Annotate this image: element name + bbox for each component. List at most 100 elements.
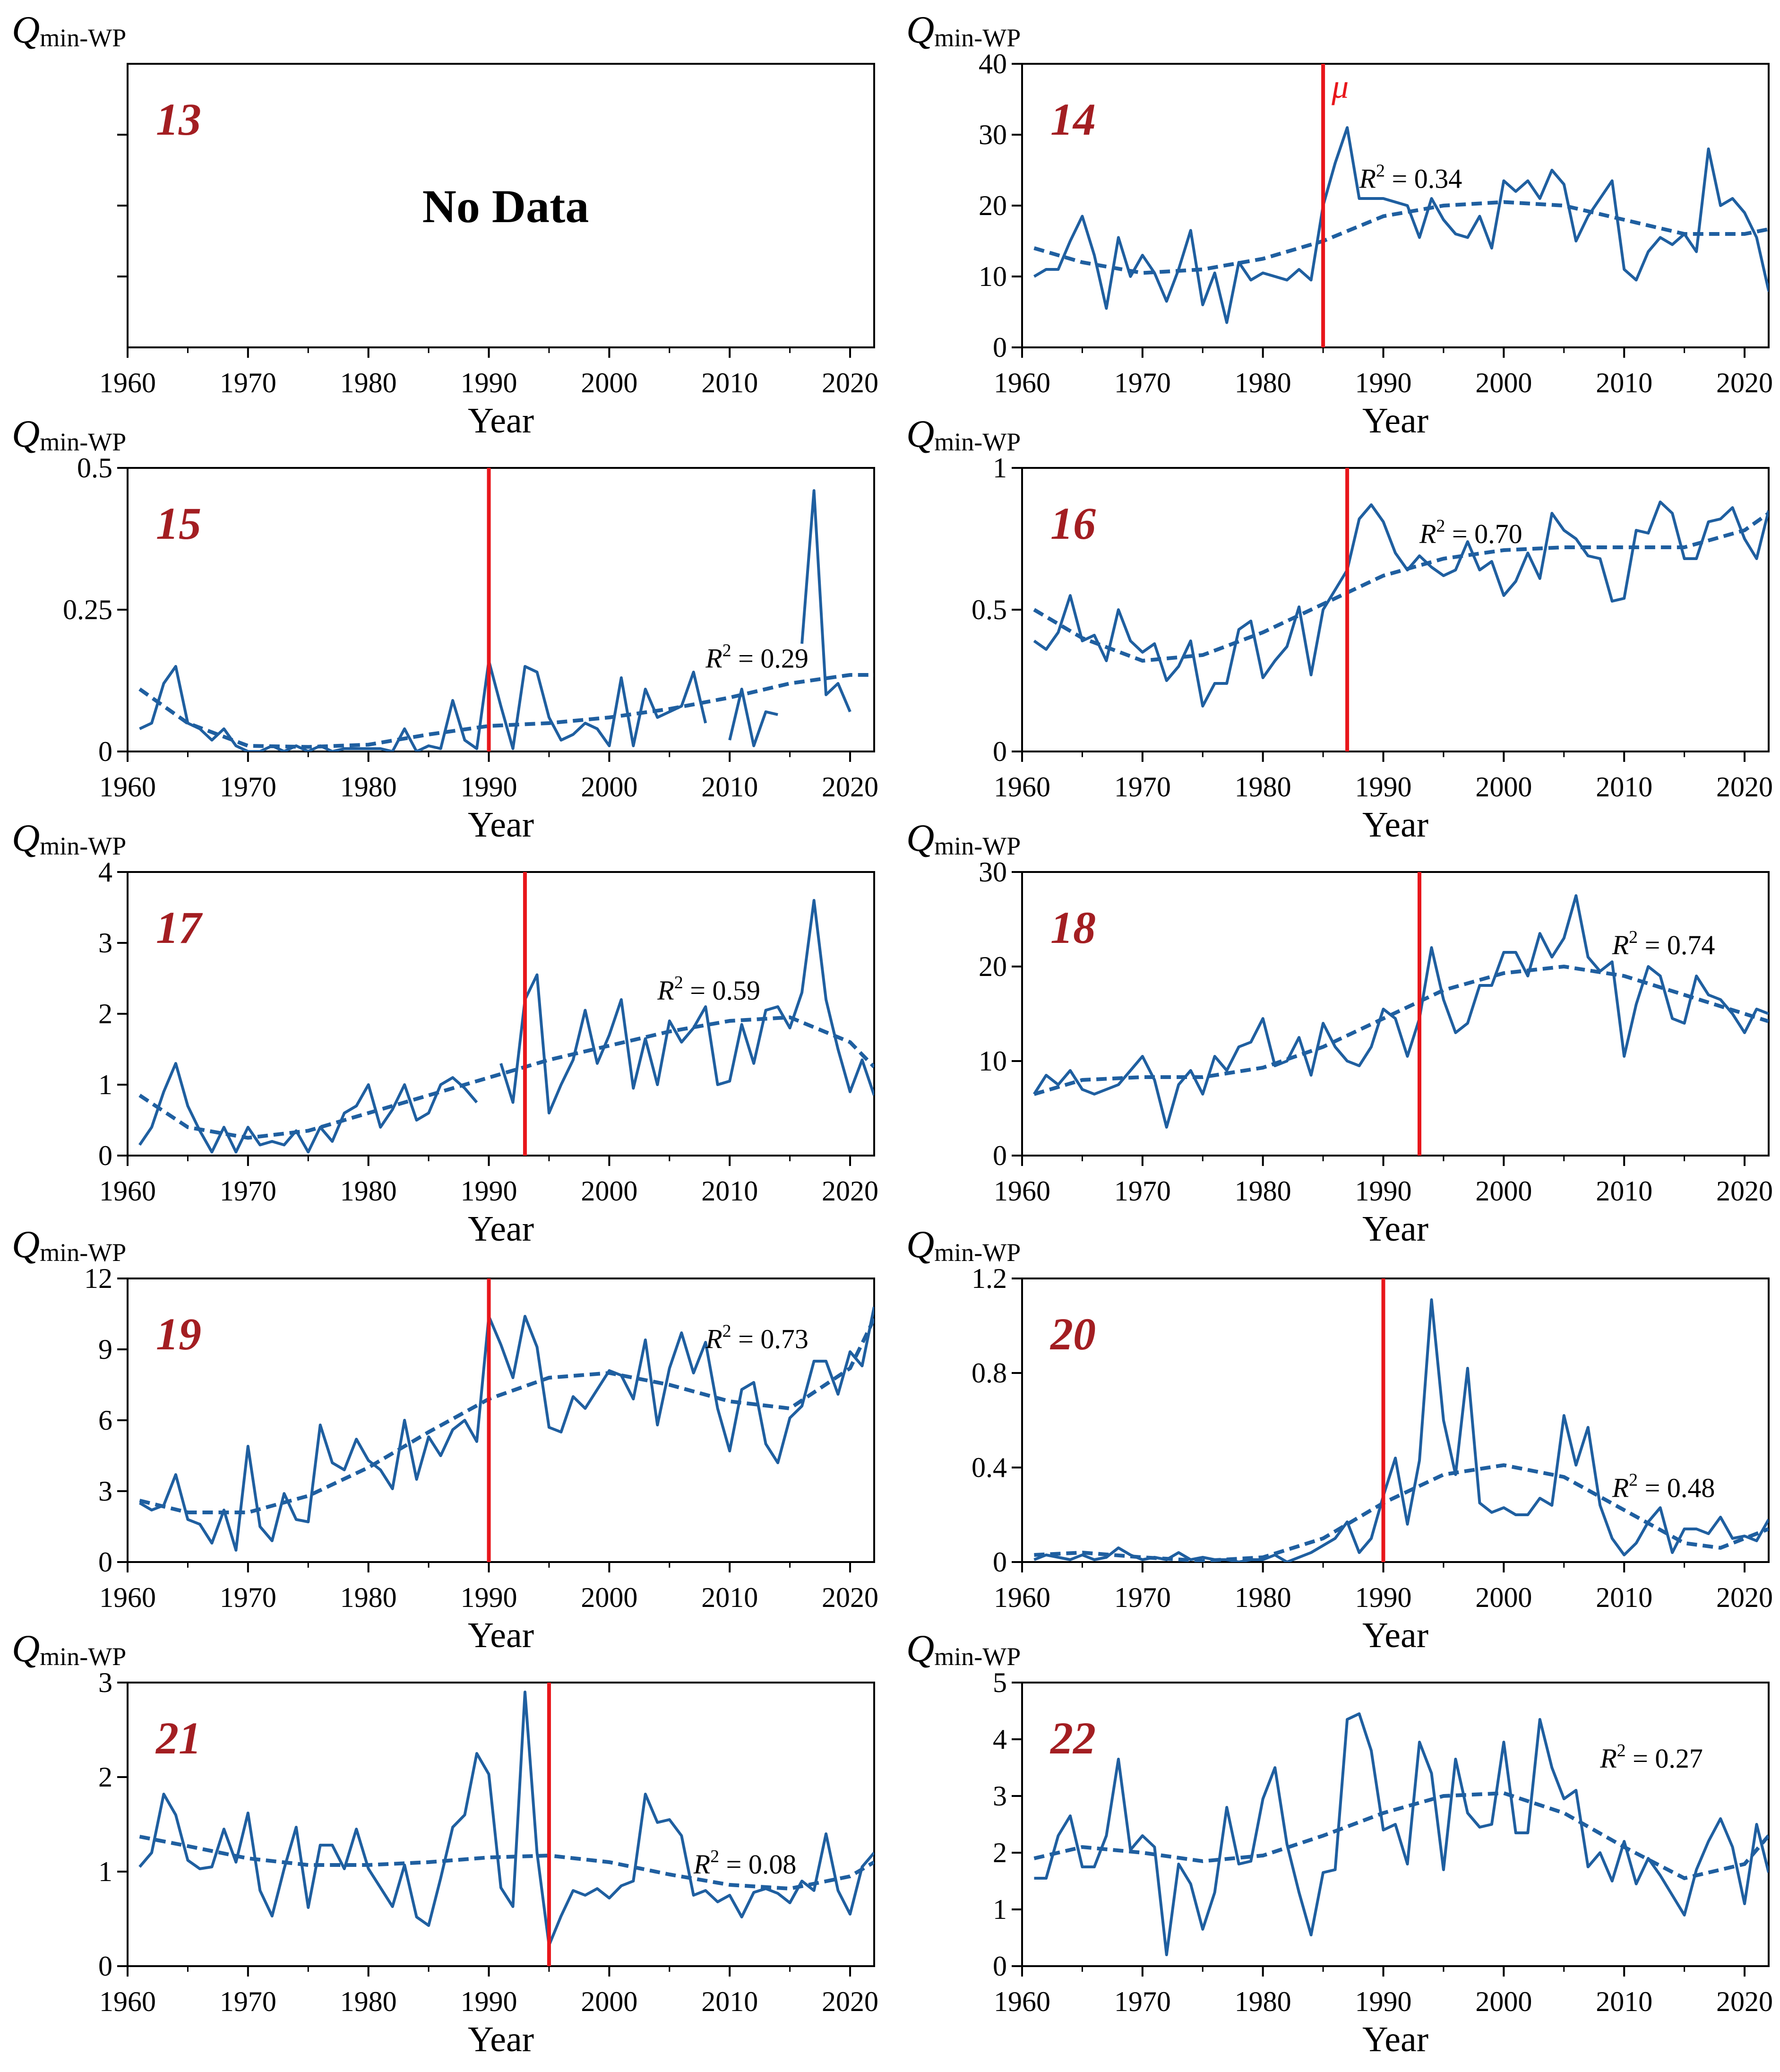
panel-id: 16 xyxy=(1050,498,1096,549)
y-axis-label-symbol: Q xyxy=(906,1627,934,1670)
series-line xyxy=(1033,126,1769,324)
y-axis-label: Qmin-WP xyxy=(906,412,1021,456)
x-tick-label: 1960 xyxy=(994,1175,1050,1207)
y-tick-label: 3 xyxy=(98,927,112,958)
x-tick-label: 1990 xyxy=(1355,1986,1412,2017)
x-tick-label: 2010 xyxy=(701,1582,758,1613)
x-tick-label: 2000 xyxy=(1475,771,1532,803)
x-tick-label: 2010 xyxy=(1596,1175,1652,1207)
x-tick-label: 1980 xyxy=(1235,1582,1291,1613)
x-tick-label: 1990 xyxy=(1355,1582,1412,1613)
y-tick-label: 0 xyxy=(993,736,1007,767)
x-tick-label: 1990 xyxy=(461,1175,517,1207)
y-tick-label: 20 xyxy=(979,951,1007,982)
y-tick-label: 10 xyxy=(979,261,1007,292)
x-tick-label: 1970 xyxy=(1114,367,1171,398)
y-axis-label: Qmin-WP xyxy=(12,412,126,456)
x-tick-label: 2000 xyxy=(581,367,637,398)
y-tick-label: 5 xyxy=(993,1667,1007,1698)
x-axis-title: Year xyxy=(1362,1615,1428,1655)
trend-line xyxy=(1033,511,1769,663)
panel-id: 14 xyxy=(1050,94,1096,145)
x-tick-label: 2010 xyxy=(1596,1986,1652,2017)
y-tick-label: 2 xyxy=(993,1837,1007,1868)
y-tick-label: 0 xyxy=(993,332,1007,363)
y-tick-label: 3 xyxy=(98,1476,112,1507)
plot-frame xyxy=(127,1682,875,1967)
x-tick-label: 1970 xyxy=(220,367,276,398)
y-tick-label: 30 xyxy=(979,119,1007,150)
panel-id: 17 xyxy=(156,902,203,953)
y-axis-label-symbol: Q xyxy=(906,412,934,455)
y-axis-label-subscript: min-WP xyxy=(934,1642,1021,1671)
x-tick-label: 2000 xyxy=(581,771,637,803)
x-tick-label: 2000 xyxy=(1475,367,1532,398)
panel-22: Qmin-WP 1960 1970 1980 1990 2000 2010 2020 Year 0… xyxy=(906,1627,1773,2059)
panel-id: 13 xyxy=(156,94,201,145)
r2-value: 0.08 xyxy=(748,1849,797,1880)
y-tick-label: 40 xyxy=(979,48,1007,79)
plot-area xyxy=(138,1691,874,1947)
x-tick-label: 1990 xyxy=(461,367,517,398)
x-tick-label: 2020 xyxy=(1716,1986,1773,2017)
y-axis-label-symbol: Q xyxy=(906,816,934,859)
y-tick-label: 0 xyxy=(98,1951,112,1982)
r2-value: 0.27 xyxy=(1655,1743,1703,1774)
y-axis-label: Qmin-WP xyxy=(12,1223,126,1267)
r2-annotation: R2 = 0.48 xyxy=(1612,1470,1715,1503)
y-tick-label: 2 xyxy=(98,1761,112,1793)
x-tick-label: 1990 xyxy=(1355,1175,1412,1207)
series-line xyxy=(1033,501,1769,708)
plot-area xyxy=(1032,894,1769,1129)
x-tick-label: 2020 xyxy=(1716,1175,1773,1207)
r2-value: 0.29 xyxy=(760,643,808,673)
y-axis-label-symbol: Q xyxy=(12,1223,40,1266)
y-tick-label: 1 xyxy=(993,1894,1007,1925)
y-axis-label-subscript: min-WP xyxy=(40,832,126,860)
panel-id: 22 xyxy=(1049,1713,1096,1763)
x-tick-label: 1980 xyxy=(340,1175,397,1207)
x-tick-label: 2000 xyxy=(581,1175,637,1207)
r2-annotation: R2 = 0.29 xyxy=(705,640,808,673)
plot-frame xyxy=(1021,1278,1770,1563)
y-tick-label: 0.5 xyxy=(77,452,112,483)
r2-annotation: R2 = 0.74 xyxy=(1612,927,1715,960)
x-tick-label: 1960 xyxy=(994,367,1050,398)
plot-area xyxy=(138,899,874,1154)
y-axis-label: Qmin-WP xyxy=(906,1627,1021,1671)
series-line xyxy=(138,1691,874,1947)
y-axis-label-subscript: min-WP xyxy=(40,1642,126,1671)
y-axis-label-subscript: min-WP xyxy=(934,1238,1021,1267)
x-tick-label: 1970 xyxy=(1114,771,1171,803)
x-tick-label: 2020 xyxy=(822,1175,878,1207)
x-tick-label: 1970 xyxy=(1114,1582,1171,1613)
panel-id: 18 xyxy=(1050,902,1096,953)
panel-id: 15 xyxy=(156,498,201,549)
plot-area xyxy=(138,489,874,751)
x-tick-label: 1980 xyxy=(1235,367,1291,398)
y-axis-label-symbol: Q xyxy=(12,8,40,51)
y-axis-label-subscript: min-WP xyxy=(40,428,126,456)
y-tick-label: 1.2 xyxy=(972,1263,1007,1294)
y-tick-label: 0 xyxy=(98,1546,112,1578)
plot-frame xyxy=(1021,63,1770,348)
y-axis-label-symbol: Q xyxy=(12,816,40,859)
y-axis-label-subscript: min-WP xyxy=(934,428,1021,456)
x-tick-label: 1960 xyxy=(99,1175,156,1207)
x-tick-label: 2020 xyxy=(1716,771,1773,803)
y-axis-label-symbol: Q xyxy=(906,8,934,51)
plot-frame xyxy=(1021,1682,1770,1967)
y-tick-label: 4 xyxy=(993,1724,1007,1755)
x-tick-label: 2000 xyxy=(581,1582,637,1613)
r2-value: 0.59 xyxy=(712,975,760,1006)
x-axis-title: Year xyxy=(468,1209,534,1249)
plot-area xyxy=(1033,1712,1769,1956)
y-tick-label: 2 xyxy=(98,998,112,1029)
y-axis-label: Qmin-WP xyxy=(906,8,1021,52)
no-data-label: No Data xyxy=(422,180,589,233)
y-tick-label: 0.25 xyxy=(63,594,112,625)
